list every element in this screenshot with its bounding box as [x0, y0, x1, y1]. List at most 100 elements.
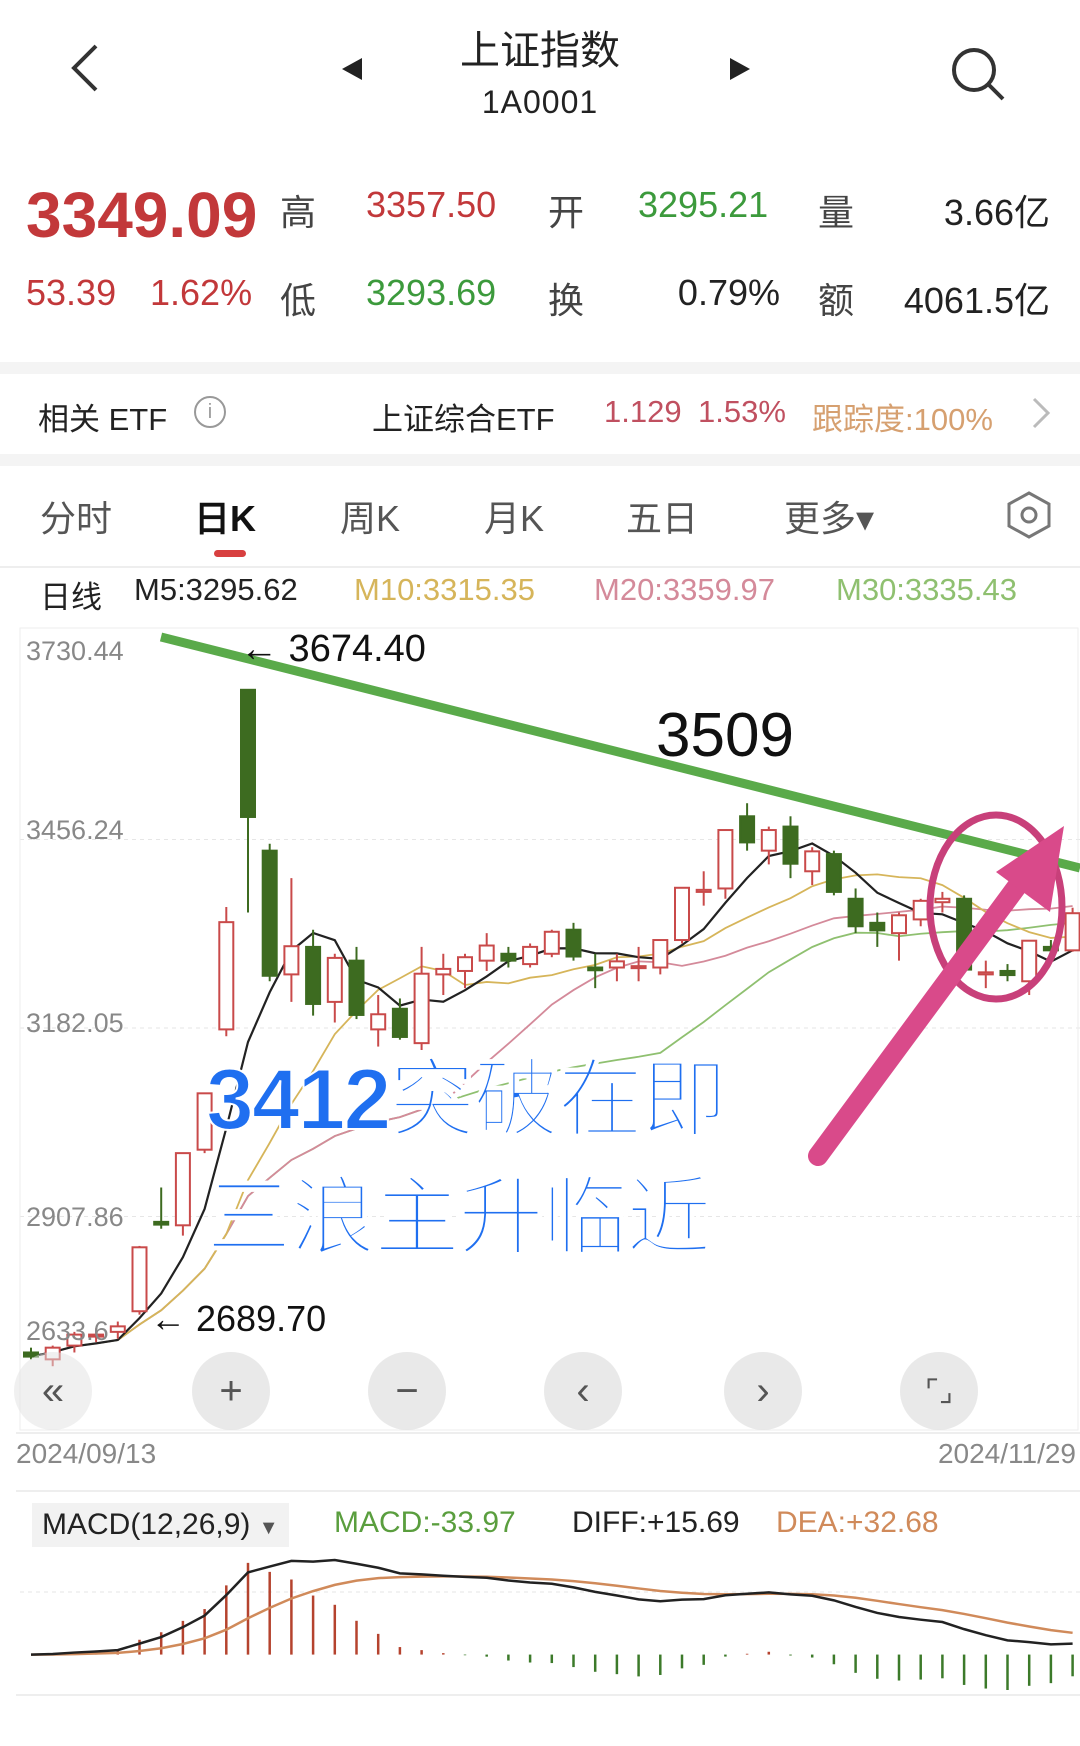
ma20-value: M20:3359.97	[594, 572, 775, 607]
candle	[348, 946, 365, 1020]
plus-icon: +	[219, 1368, 243, 1413]
candle	[261, 843, 278, 982]
candle	[435, 953, 452, 996]
price-change-pct: 1.62%	[150, 272, 253, 313]
trendline	[159, 632, 1080, 873]
candle	[934, 891, 951, 913]
double-chevron-left-icon: «	[41, 1368, 65, 1413]
search-icon	[952, 48, 1005, 101]
chevron-right-icon: ›	[756, 1368, 770, 1413]
tab-weekly-k[interactable]: 周K	[340, 498, 401, 539]
tab-intraday[interactable]: 分时	[40, 498, 113, 539]
candle	[1021, 939, 1038, 996]
candle	[174, 1152, 191, 1236]
candle	[305, 929, 322, 1016]
arrow	[808, 826, 1064, 1166]
dea-value: DEA:+32.68	[776, 1506, 939, 1539]
tab-monthly-k[interactable]: 月K	[484, 498, 545, 539]
etf-name: 上证综合ETF	[372, 402, 555, 437]
active-tab-indicator	[214, 550, 246, 557]
divider	[16, 1432, 1080, 1434]
amount-label: 额	[818, 280, 855, 321]
back-button[interactable]	[62, 40, 112, 96]
candle	[739, 803, 756, 851]
candle	[283, 878, 300, 1002]
divider	[0, 566, 1080, 568]
tab-five-day[interactable]: 五日	[626, 498, 699, 539]
candle	[109, 1321, 126, 1339]
high-value: 3357.50	[366, 184, 497, 225]
dea-line	[30, 1575, 1073, 1656]
turnover-label: 换	[548, 280, 585, 321]
candle	[825, 850, 842, 896]
low-label: 低	[280, 280, 317, 321]
caret-down-icon: ▼	[258, 1517, 279, 1539]
candle	[88, 1328, 105, 1343]
chart-settings-button[interactable]	[1004, 490, 1054, 545]
candle	[131, 1245, 148, 1315]
high-label: 高	[280, 192, 317, 233]
headline-2: 三浪主升临近	[205, 1169, 713, 1267]
related-etf-row[interactable]: 相关 ETF i 上证综合ETF 1.129 1.53% 跟踪度:100%	[0, 374, 1080, 452]
zoom-in-button[interactable]: +	[192, 1352, 270, 1430]
y-tick: 2633.6	[26, 1316, 109, 1346]
fullscreen-icon: ⌜⌟	[924, 1374, 954, 1408]
candle	[891, 912, 907, 961]
candle	[717, 829, 734, 899]
turnover-value: 0.79%	[677, 272, 780, 313]
etf-tracking: 跟踪度:100%	[812, 402, 993, 437]
price-change: 53.39	[26, 272, 117, 313]
prev-stock-button[interactable]	[340, 56, 364, 87]
pan-left-button[interactable]: ‹	[544, 1352, 622, 1430]
candle	[782, 816, 799, 879]
high2-annotation: 3509	[656, 701, 794, 770]
candle	[999, 964, 1016, 982]
volume-value: 3.66亿	[943, 192, 1050, 233]
ma5-value: M5:3295.62	[134, 572, 298, 607]
candle	[66, 1331, 83, 1353]
chevron-left-icon	[71, 44, 98, 92]
diff-line	[30, 1558, 1073, 1656]
info-icon[interactable]: i	[194, 396, 226, 428]
fullscreen-button[interactable]: ⌜⌟	[900, 1352, 978, 1430]
divider	[0, 362, 1080, 374]
low-annotation: ← 2689.70	[150, 1298, 327, 1339]
divider	[16, 1490, 1080, 1492]
tab-more[interactable]: 更多▾	[784, 498, 875, 539]
y-tick: 3730.44	[26, 636, 124, 666]
macd-label: MACD(12,26,9)	[42, 1508, 251, 1541]
zoom-out-button[interactable]: −	[368, 1352, 446, 1430]
divider	[16, 1694, 1080, 1696]
etf-pct: 1.53%	[698, 394, 786, 429]
y-tick: 3182.05	[26, 1008, 124, 1038]
pan-right-button[interactable]: ›	[724, 1352, 802, 1430]
volume-label: 量	[818, 192, 855, 233]
page-title: 上证指数	[460, 29, 620, 73]
candle	[630, 946, 647, 982]
next-stock-button[interactable]	[728, 56, 752, 87]
amount-value: 4061.5亿	[903, 280, 1050, 321]
tab-daily-k[interactable]: 日K	[194, 498, 256, 539]
peak-annotation: ← 3674.40	[240, 628, 426, 670]
chart-frame	[19, 627, 1079, 1431]
minus-icon: −	[395, 1368, 419, 1413]
candle	[500, 946, 517, 968]
divider	[0, 454, 1080, 466]
chevron-right-icon	[1032, 397, 1051, 429]
candle	[153, 1187, 170, 1229]
candle	[326, 953, 343, 1023]
candle	[695, 871, 712, 906]
candle	[413, 946, 430, 1051]
ma30-value: M30:3335.43	[836, 572, 1017, 607]
candle	[196, 1092, 213, 1154]
candle	[522, 943, 539, 968]
rewind-button[interactable]: «	[14, 1352, 92, 1430]
candle	[847, 888, 864, 934]
y-tick: 3456.24	[26, 815, 124, 845]
candle	[565, 922, 582, 961]
stock-code: 1A0001	[481, 84, 599, 120]
search-button[interactable]	[948, 44, 1008, 109]
macd-indicator-select[interactable]: MACD(12,26,9) ▼	[32, 1503, 289, 1547]
